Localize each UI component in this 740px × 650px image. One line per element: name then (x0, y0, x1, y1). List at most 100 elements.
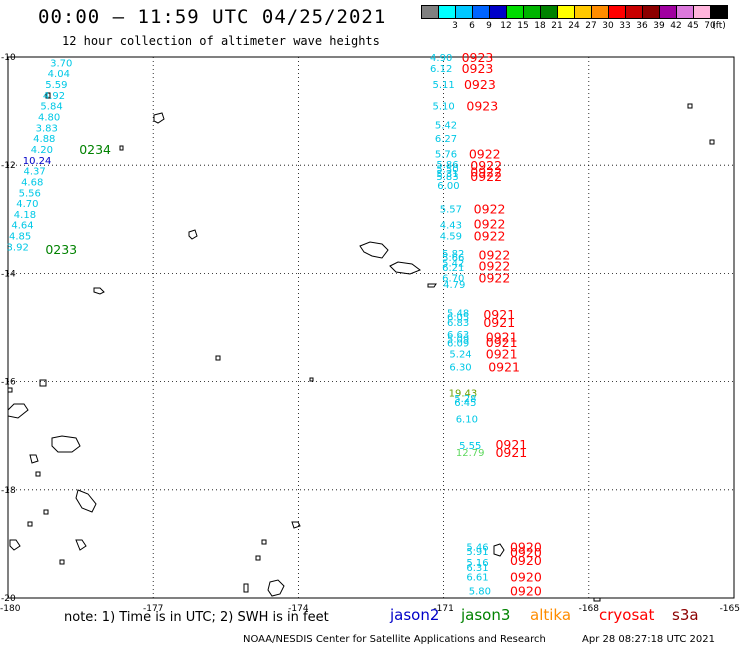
axis-tick-labels: -180 -177 -174 -171 -168 -165 -10 -12 -14 -16 -18 -… (0, 53, 740, 614)
island-samoa-upolu (389, 261, 422, 275)
wave-height-value: 5.42 (442, 259, 464, 270)
island-fiji-1 (7, 403, 29, 419)
lat-tick-label: -16 (1, 378, 16, 388)
legend-label: 3 (452, 21, 458, 31)
wave-height-value: 5.48 (447, 308, 469, 319)
pass-time: 0921 (486, 330, 518, 345)
legend-label: 33 (619, 21, 631, 31)
wave-height-value: 5.10 (432, 102, 454, 113)
legend-label: 18 (534, 21, 546, 31)
wave-height-value: 6.61 (466, 572, 488, 583)
pass-time: 0922 (479, 258, 511, 273)
pass-time: 0920 (510, 583, 542, 598)
wave-height-value: 12.79 (456, 448, 485, 459)
wave-height-value: 3.70 (50, 58, 72, 69)
legend-label: 39 (653, 21, 665, 31)
wave-height-labels: 3.704.045.594.925.844.803.834.884.2010.2… (7, 53, 491, 597)
legend-label: 15 (517, 21, 529, 31)
wave-height-value: 5.80 (469, 586, 491, 597)
wave-height-value: 5.57 (440, 204, 462, 215)
pass-time: 0923 (462, 50, 494, 65)
island-samoa-savaii (359, 241, 389, 259)
island-niue (493, 543, 505, 557)
pass-time: 0922 (474, 217, 506, 232)
island-tonga-4 (243, 583, 249, 593)
wave-height-value: 5.16 (466, 558, 488, 569)
wave-height-value: 5.83 (436, 172, 458, 183)
wave-height-value: 6.21 (442, 263, 464, 274)
pass-time: 0922 (479, 271, 511, 286)
wave-height-value: 4.92 (43, 91, 65, 102)
pass-time: 0921 (495, 437, 527, 452)
lat-tick-label: -10 (1, 53, 16, 63)
wave-height-value: 6.09 (447, 339, 469, 350)
lon-tick-label: -174 (288, 604, 309, 614)
island-fiji-8 (7, 387, 13, 393)
island-fiji-12 (59, 559, 65, 565)
pass-time: 0921 (486, 346, 518, 361)
lon-tick-label: -180 (0, 604, 21, 614)
wave-height-value: 6.12 (430, 64, 452, 75)
legend-label: 9 (486, 21, 492, 31)
pass-time: 0921 (486, 335, 518, 350)
wave-height-value: 4.20 (31, 145, 53, 156)
island-tonga-5 (255, 555, 261, 561)
legend-label: 6 (469, 21, 475, 31)
wave-height-value: 4.59 (440, 232, 462, 243)
wave-height-value: 6.45 (454, 398, 476, 409)
island-ne-1 (687, 103, 693, 109)
pass-time: 0922 (470, 169, 502, 184)
pass-time: 0920 (510, 545, 542, 560)
legend-label: 30 (602, 21, 614, 31)
island-rotuma (93, 287, 105, 295)
page-title: 00:00 – 11:59 UTC 04/25/2021 (38, 6, 387, 28)
island-niuafo (215, 355, 221, 361)
wave-height-value: 6.63 (447, 330, 469, 341)
legend-label: 45 (687, 21, 699, 31)
wave-height-value: 4.80 (38, 113, 60, 124)
satellite-s3a: s3a (672, 606, 699, 624)
legend-label: 21 (551, 21, 563, 31)
wave-height-value: 6.70 (442, 274, 464, 285)
wave-height-value: 4.64 (11, 221, 33, 232)
wave-height-value: 5.59 (45, 80, 67, 91)
lon-tick-label: -165 (720, 604, 740, 614)
pass-time: 0234 (79, 142, 111, 157)
wave-height-value: 5.11 (432, 80, 454, 91)
pass-time: 0923 (464, 77, 496, 92)
pass-time: 0922 (474, 201, 506, 216)
page-subtitle: 12 hour collection of altimeter wave hei… (62, 34, 380, 48)
legend-label: 12 (500, 21, 512, 31)
island-nw-1 (45, 92, 51, 99)
legend-label: 70 (704, 21, 716, 31)
pass-time: 0922 (469, 146, 501, 161)
wave-height-value: 4.68 (21, 177, 43, 188)
lat-lon-grid (7, 56, 735, 599)
wave-height-value: 5.84 (40, 102, 62, 113)
island-fiji-9 (35, 471, 41, 477)
lat-tick-label: -18 (1, 486, 16, 496)
island-fiji-6 (75, 539, 87, 551)
legend-label: 27 (585, 21, 597, 31)
legend-unit: (ft) (712, 21, 726, 31)
island-fiji-11 (27, 521, 33, 527)
wave-height-value: 6.05 (447, 313, 469, 324)
wave-height-value: 5.24 (449, 349, 471, 360)
wave-height-value: 10.24 (23, 156, 52, 167)
pass-time: 0920 (510, 540, 542, 555)
wave-height-value: 4.04 (48, 69, 70, 80)
legend-label: 42 (670, 21, 682, 31)
wave-height-value: 4.79 (443, 280, 465, 291)
wave-height-value: 5.76 (435, 149, 457, 160)
map-frame (7, 56, 735, 599)
pass-time: 0922 (470, 158, 502, 173)
lat-tick-label: -14 (1, 269, 16, 279)
pass-time: 0921 (483, 307, 515, 322)
wave-height-value: 5.46 (466, 543, 488, 554)
pass-time: 0920 (510, 553, 542, 568)
island-fiji-4 (75, 489, 97, 513)
pass-time: 0923 (466, 99, 498, 114)
wave-height-value: 4.18 (14, 210, 36, 221)
satellite-altika: altika (530, 606, 572, 624)
